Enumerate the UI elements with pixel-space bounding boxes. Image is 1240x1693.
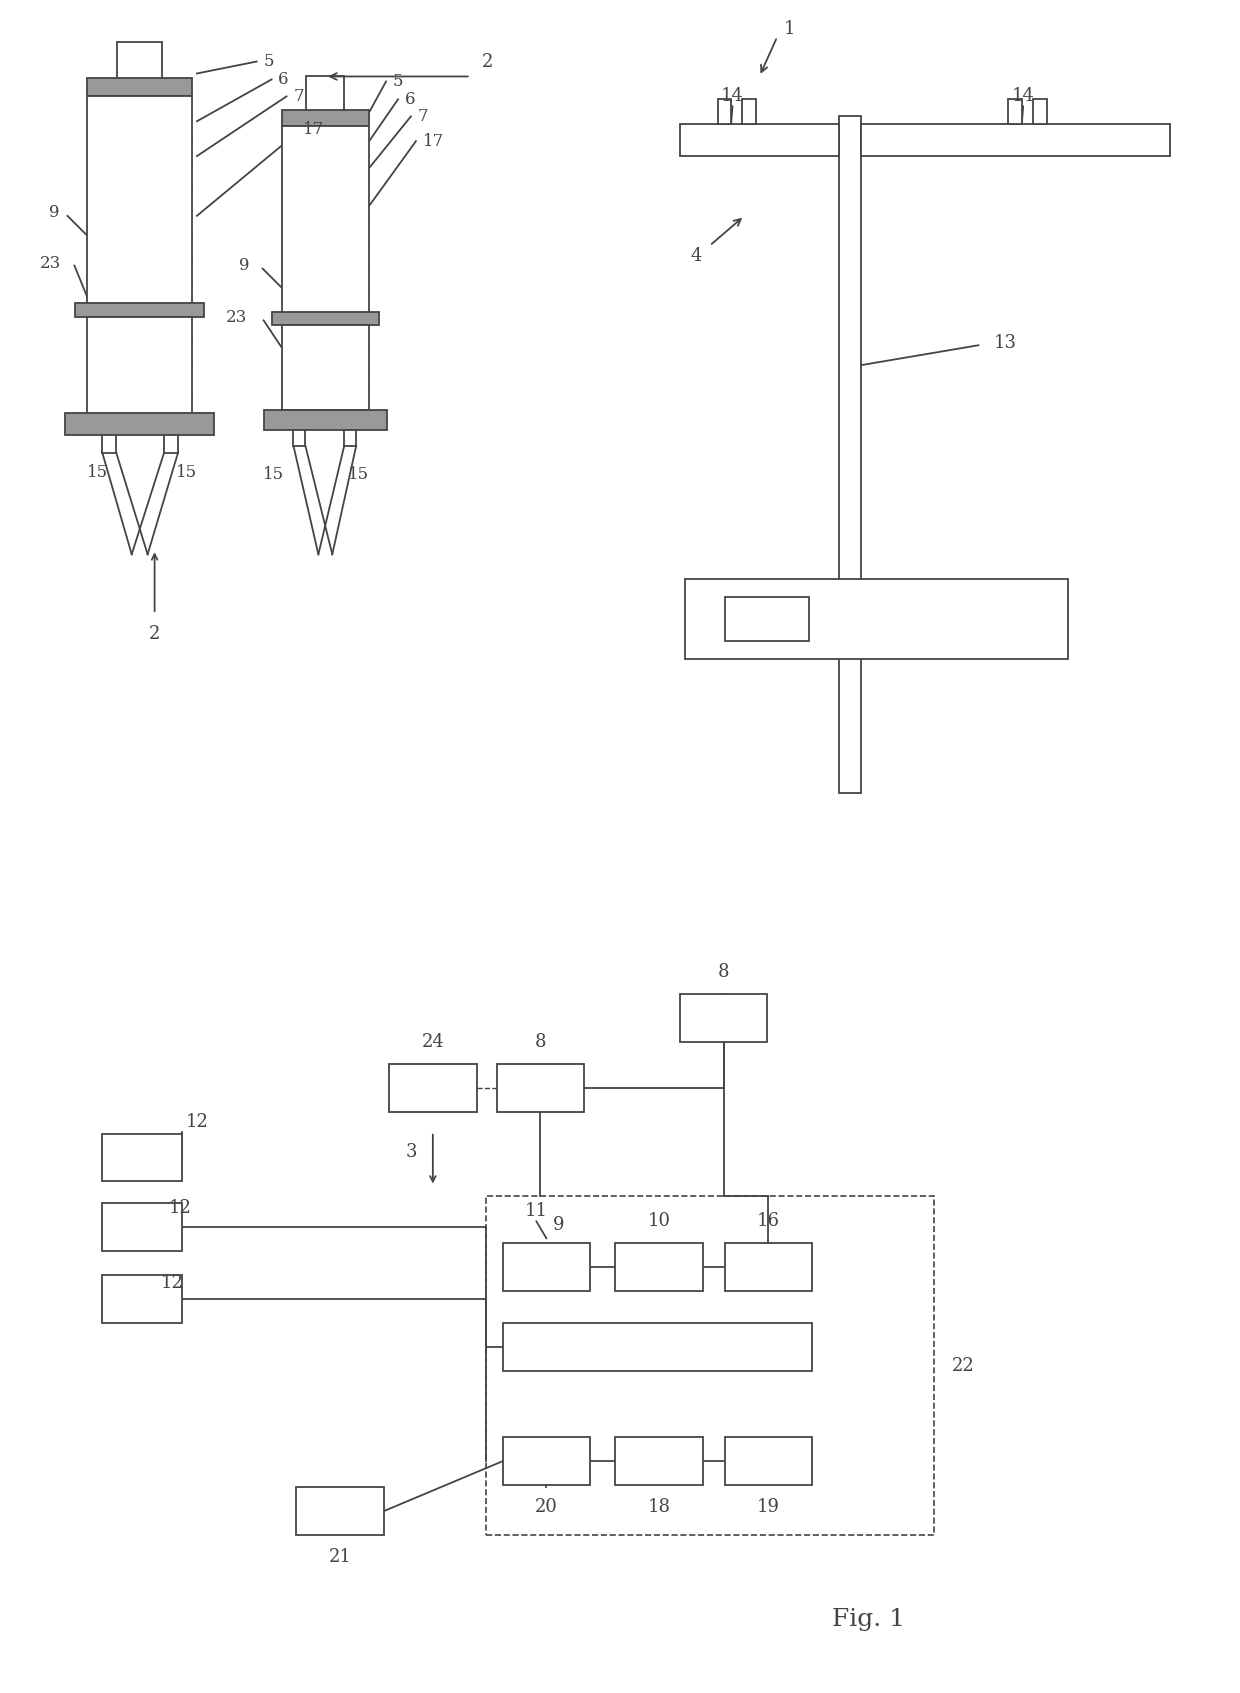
Text: 10: 10 (647, 1212, 671, 1231)
Text: 14: 14 (720, 88, 744, 105)
Bar (164, 435, 179, 452)
Text: 3: 3 (405, 1143, 417, 1161)
Text: 21: 21 (329, 1547, 352, 1566)
Bar (1033, 100, 1047, 124)
Text: 19: 19 (756, 1498, 780, 1515)
Bar (345, 430, 356, 445)
Text: 12: 12 (169, 1199, 191, 1217)
Text: Fig. 1: Fig. 1 (832, 1608, 905, 1630)
Bar (615, 1243, 703, 1292)
Bar (296, 1486, 384, 1536)
Text: 15: 15 (347, 466, 368, 483)
Text: 15: 15 (87, 464, 108, 481)
Bar (718, 100, 732, 124)
Bar (502, 1322, 812, 1371)
Text: 20: 20 (534, 1498, 558, 1515)
Bar (281, 110, 370, 127)
Bar (389, 1063, 476, 1112)
Text: 14: 14 (1012, 88, 1034, 105)
Bar (724, 1243, 812, 1292)
Text: 17: 17 (423, 132, 444, 149)
Text: 5: 5 (393, 73, 403, 90)
Bar (118, 42, 162, 86)
Bar (294, 430, 305, 445)
Text: 22: 22 (952, 1356, 975, 1375)
Text: 1: 1 (784, 20, 795, 37)
Text: 5: 5 (263, 52, 274, 69)
Bar (680, 124, 839, 156)
Text: 18: 18 (647, 1498, 671, 1515)
Text: 13: 13 (993, 334, 1017, 352)
Bar (87, 97, 192, 305)
Bar (103, 1134, 182, 1182)
Bar (861, 124, 1169, 156)
Bar (502, 1243, 590, 1292)
Text: 8: 8 (718, 963, 729, 982)
Text: 6: 6 (278, 71, 289, 88)
Bar (281, 325, 370, 410)
Bar (281, 127, 370, 315)
Bar (264, 410, 387, 430)
Text: 2: 2 (149, 625, 160, 643)
Bar (496, 1063, 584, 1112)
Bar (743, 100, 756, 124)
Text: 24: 24 (422, 1033, 444, 1051)
Bar (103, 1204, 182, 1251)
Text: 8: 8 (534, 1033, 546, 1051)
Bar (272, 313, 379, 325)
Text: 9: 9 (50, 205, 60, 222)
Text: 9: 9 (239, 257, 250, 274)
Text: 9: 9 (553, 1216, 564, 1234)
Bar (684, 579, 1068, 659)
Bar (502, 1437, 590, 1485)
Bar (680, 994, 768, 1043)
Bar (724, 1437, 812, 1485)
Text: 16: 16 (756, 1212, 780, 1231)
Bar (103, 1275, 182, 1322)
Bar (103, 435, 117, 452)
Bar (87, 78, 192, 97)
Text: 11: 11 (525, 1202, 548, 1221)
Bar (839, 117, 861, 794)
Text: 23: 23 (226, 308, 247, 325)
Text: 23: 23 (40, 256, 61, 273)
Text: 17: 17 (303, 120, 324, 137)
Bar (1008, 100, 1022, 124)
Text: 12: 12 (160, 1275, 184, 1292)
Bar (66, 413, 213, 435)
Bar (615, 1437, 703, 1485)
Text: 15: 15 (176, 464, 197, 481)
Bar (76, 303, 203, 317)
Text: 15: 15 (263, 466, 284, 483)
Text: 2: 2 (482, 52, 494, 71)
Text: 4: 4 (691, 247, 702, 264)
Bar (724, 598, 810, 642)
Text: 7: 7 (418, 108, 428, 125)
Bar (306, 76, 345, 117)
Text: 6: 6 (404, 91, 415, 108)
Text: 12: 12 (186, 1112, 208, 1131)
Text: 7: 7 (293, 88, 304, 105)
Bar (486, 1197, 934, 1536)
Bar (87, 317, 192, 415)
